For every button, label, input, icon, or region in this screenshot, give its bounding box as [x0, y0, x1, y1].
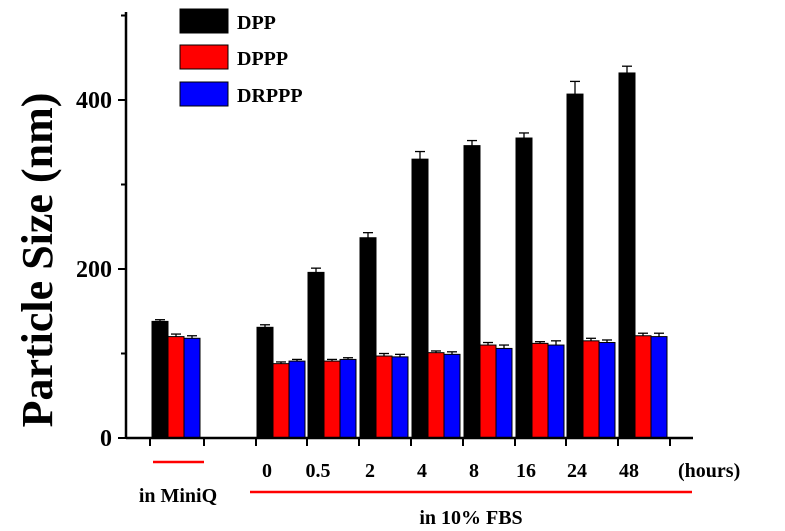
- bar-drppp-1: [288, 360, 306, 439]
- bar-dpp-7: [566, 93, 584, 439]
- bar-dpp-1: [256, 326, 274, 439]
- legend-swatch-dpp: [179, 8, 229, 34]
- bar-dppp-4: [427, 352, 445, 439]
- axes-layer: [118, 12, 693, 446]
- x-tick-label-4: 4: [417, 460, 427, 482]
- y-tick-label-400: 400: [76, 88, 112, 114]
- bar-drppp-3: [391, 356, 409, 439]
- bar-dpp-4: [411, 158, 429, 439]
- bar-dppp-3: [375, 355, 393, 439]
- bar-dpp-8: [618, 72, 636, 439]
- legend-swatch-drppp: [179, 81, 229, 107]
- error-bars-layer: [155, 65, 664, 364]
- bar-dppp-6: [531, 342, 549, 439]
- x-tick-label-3: 2: [365, 460, 375, 482]
- bar-drppp-5: [495, 347, 513, 439]
- x-tick-label-6: 16: [516, 460, 536, 482]
- bar-dpp-0: [151, 320, 169, 439]
- bar-dppp-8: [634, 335, 652, 439]
- bar-drppp-2: [339, 358, 357, 439]
- bar-dppp-0: [167, 336, 185, 439]
- bar-dpp-5: [463, 145, 481, 439]
- x-tick-label-8: 48: [619, 460, 639, 482]
- bar-dpp-3: [359, 237, 377, 439]
- legend-label-dppp: DPPP: [237, 48, 288, 70]
- x-tick-label-1: 0: [262, 460, 272, 482]
- bar-drppp-6: [547, 344, 565, 439]
- bar-dpp-2: [307, 271, 325, 439]
- legend-label-drppp: DRPPP: [237, 85, 303, 107]
- y-tick-label-0: 0: [100, 426, 112, 452]
- y-tick-label-200: 200: [76, 257, 112, 283]
- bar-drppp-0: [183, 337, 201, 439]
- x-tick-label-5: 8: [469, 460, 479, 482]
- bar-dppp-7: [582, 340, 600, 439]
- x-units-label: (hours): [678, 460, 740, 482]
- legend-swatch-dppp: [179, 44, 229, 70]
- group-label-fbs: in 10% FBS: [419, 507, 522, 529]
- x-tick-label-2: 0.5: [306, 460, 331, 482]
- bar-drppp-7: [598, 342, 616, 439]
- x-tick-label-7: 24: [567, 460, 587, 482]
- bar-dppp-5: [479, 344, 497, 439]
- bars-layer: [151, 72, 668, 439]
- bar-dppp-1: [272, 363, 290, 439]
- legend: DPP DPPP DRPPP: [179, 8, 303, 107]
- legend-label-dpp: DPP: [237, 12, 276, 34]
- group-label-miniq: in MiniQ: [139, 485, 217, 507]
- bar-drppp-4: [443, 353, 461, 439]
- y-axis-title: Particle Size (nm): [13, 93, 62, 428]
- bar-dpp-6: [515, 137, 533, 439]
- bar-drppp-8: [650, 336, 668, 439]
- bar-dppp-2: [323, 360, 341, 439]
